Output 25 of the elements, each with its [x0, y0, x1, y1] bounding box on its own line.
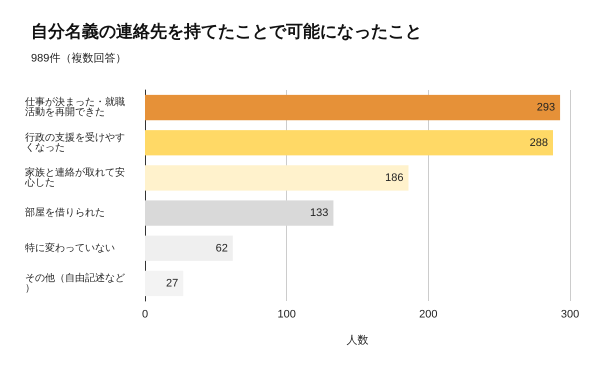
x-tick-label: 100 — [277, 308, 296, 320]
chart-title: 自分名義の連絡先を持てたことで可能になったこと — [31, 22, 422, 41]
data-label: 62 — [216, 242, 228, 254]
bar — [145, 130, 553, 156]
data-label: 186 — [385, 172, 404, 184]
x-axis-title: 人数 — [346, 334, 368, 346]
data-label: 288 — [530, 136, 548, 149]
data-label: 133 — [310, 207, 328, 220]
bar — [145, 270, 184, 296]
x-tick-label: 0 — [142, 308, 148, 320]
y-tick-label: 特に変わっていない — [25, 242, 115, 254]
bar — [145, 236, 233, 261]
bar — [145, 94, 560, 120]
y-tick-label: 行政の支援を受けやすくなった — [25, 131, 125, 154]
y-tick-label: その他（自由記述など） — [25, 272, 125, 294]
y-tick-label: 家族と連絡が取れて安心した — [24, 166, 125, 188]
bar — [145, 200, 334, 226]
data-label: 293 — [536, 102, 556, 114]
y-tick-label: 仕事が決まった・就職活動を再開できた — [25, 96, 125, 118]
x-tick-label: 300 — [560, 308, 580, 320]
y-tick-label: 部屋を借りられた — [25, 206, 105, 219]
data-label: 27 — [166, 277, 178, 290]
bar — [145, 165, 408, 191]
chart-subtitle: 989件（複数回答） — [31, 52, 126, 64]
x-tick-label: 200 — [419, 308, 438, 320]
